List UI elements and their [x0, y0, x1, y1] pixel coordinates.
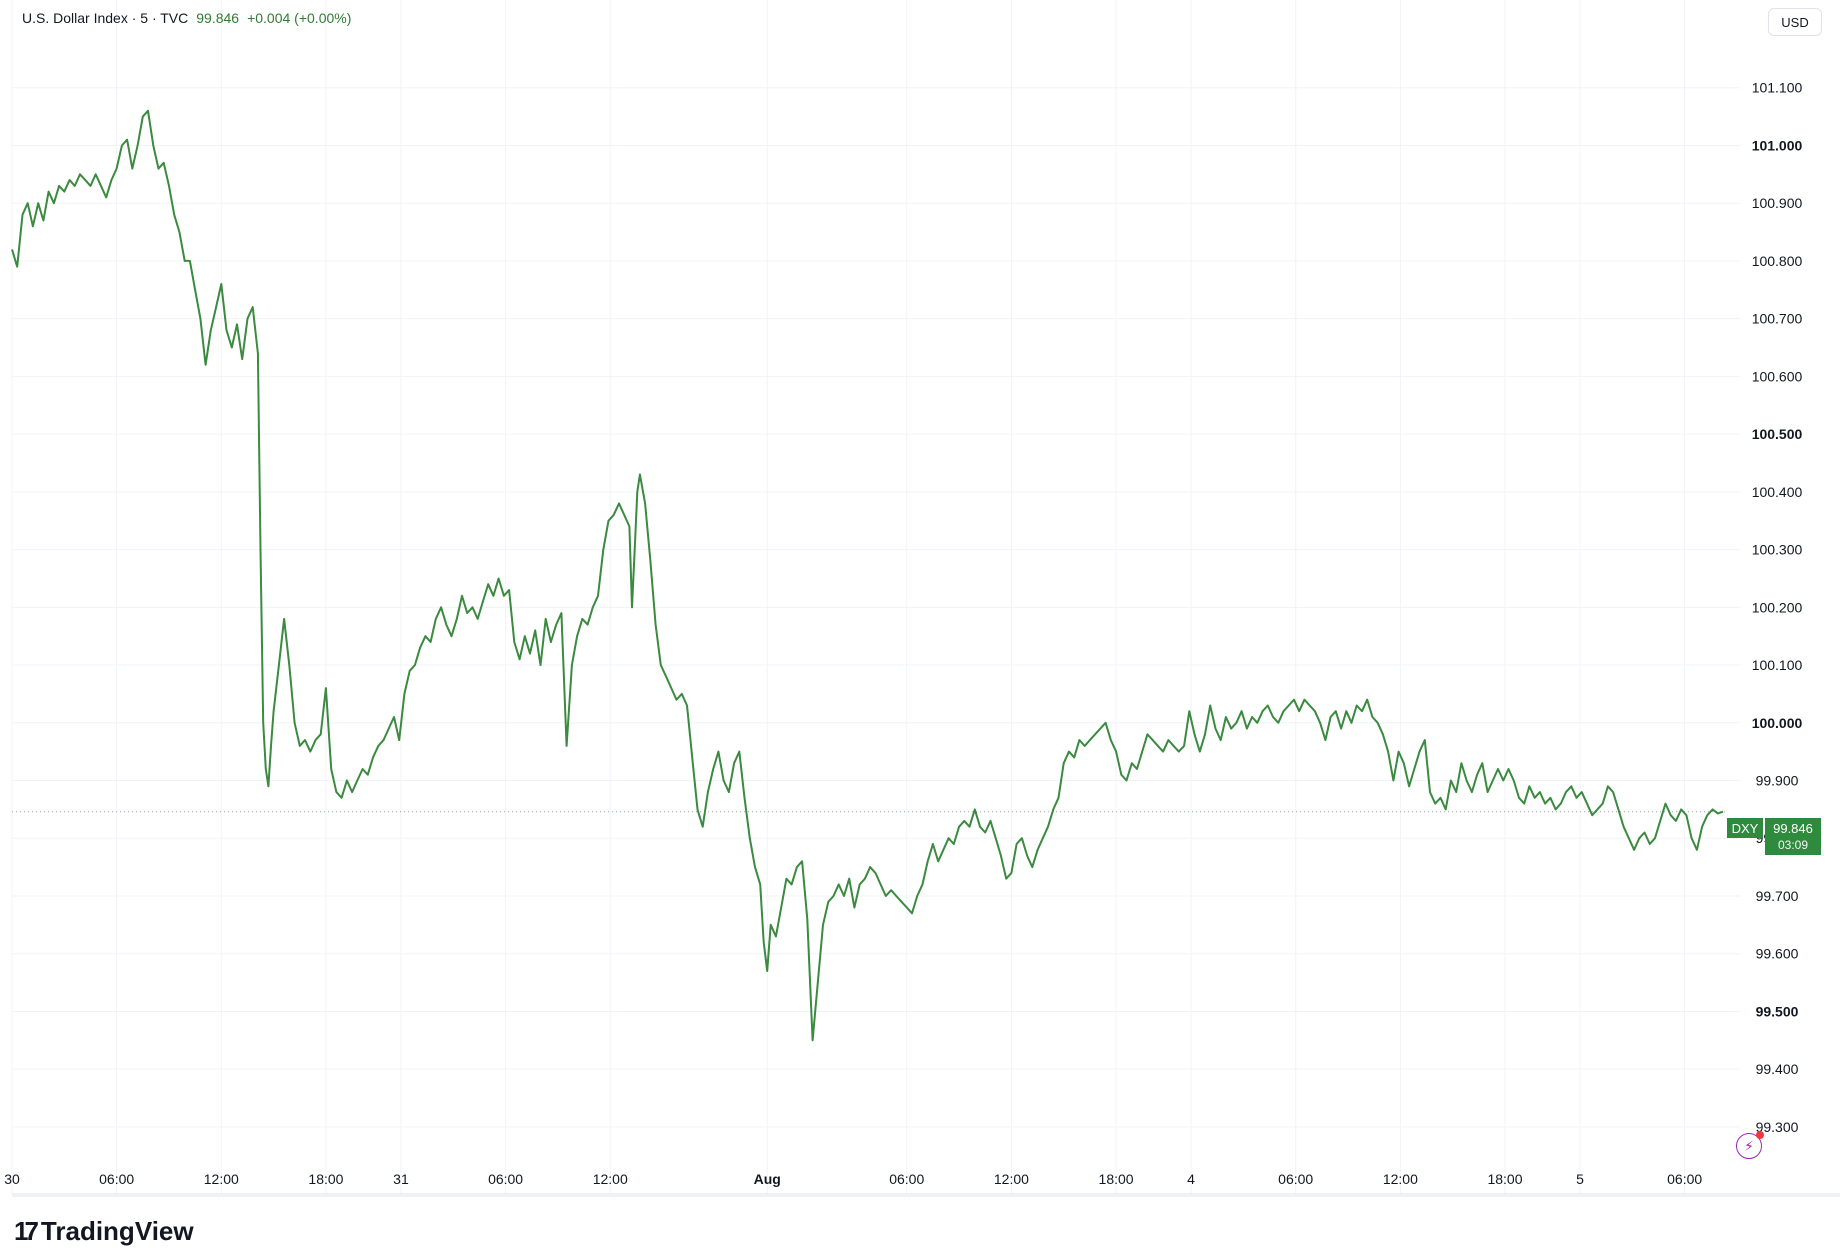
- y-tick-label: 101.000: [1752, 137, 1803, 153]
- x-tick-label: 12:00: [994, 1171, 1029, 1187]
- y-tick-label: 99.700: [1756, 888, 1799, 904]
- x-tick-label: 06:00: [889, 1171, 924, 1187]
- y-tick-label: 100.200: [1752, 599, 1803, 615]
- x-tick-label: 18:00: [308, 1171, 343, 1187]
- x-tick-label: 12:00: [204, 1171, 239, 1187]
- x-tick-label: 18:00: [1099, 1171, 1134, 1187]
- x-tick-label: 06:00: [99, 1171, 134, 1187]
- last-price-tag: DXY 99.846 03:09: [1727, 818, 1821, 855]
- lightning-icon[interactable]: ⚡: [1736, 1131, 1764, 1159]
- y-tick-label: 99.300: [1756, 1119, 1799, 1135]
- y-tick-label: 100.400: [1752, 484, 1803, 500]
- x-tick-label: Aug: [754, 1171, 781, 1187]
- x-tick-label: 06:00: [1278, 1171, 1313, 1187]
- y-tick-label: 100.100: [1752, 657, 1803, 673]
- tradingview-logo[interactable]: 17 TradingView: [14, 1216, 194, 1247]
- x-tick-label: 31: [393, 1171, 409, 1187]
- y-tick-label: 100.300: [1752, 542, 1803, 558]
- y-tick-label: 100.900: [1752, 195, 1803, 211]
- chart-grid: [11, 0, 1740, 1194]
- y-tick-label: 99.900: [1756, 773, 1799, 789]
- y-tick-label: 100.800: [1752, 253, 1803, 269]
- x-tick-label: 12:00: [593, 1171, 628, 1187]
- price-box: 99.846 03:09: [1765, 818, 1821, 855]
- x-tick-label: 5: [1576, 1171, 1584, 1187]
- x-tick-label: 12:00: [1383, 1171, 1418, 1187]
- tv-logo-mark: 17: [14, 1216, 39, 1246]
- price-tag-value: 99.846: [1773, 821, 1813, 836]
- tv-logo-text: TradingView: [40, 1216, 194, 1246]
- y-tick-label: 99.600: [1756, 946, 1799, 962]
- change-value: +0.004 (+0.00%): [247, 10, 352, 26]
- symbol-title: U.S. Dollar Index · 5 · TVC: [22, 10, 189, 26]
- y-tick-label: 99.400: [1756, 1061, 1799, 1077]
- y-tick-label: 101.100: [1752, 80, 1803, 96]
- x-tick-label: 06:00: [1667, 1171, 1702, 1187]
- price-series-line: [11, 109, 1724, 1042]
- currency-button[interactable]: USD: [1768, 8, 1822, 36]
- x-tick-label: 06:00: [488, 1171, 523, 1187]
- y-tick-label: 99.500: [1756, 1003, 1799, 1019]
- y-tick-label: 100.600: [1752, 368, 1803, 384]
- x-tick-label: 4: [1187, 1171, 1195, 1187]
- bar-countdown: 03:09: [1777, 838, 1809, 852]
- x-tick-label: 30: [4, 1171, 20, 1187]
- y-tick-label: 100.700: [1752, 311, 1803, 327]
- price-axis[interactable]: 99.30099.40099.50099.60099.70099.80099.9…: [1752, 80, 1803, 1135]
- y-tick-label: 100.500: [1752, 426, 1803, 442]
- symbol-tag: DXY: [1727, 818, 1763, 838]
- x-tick-label: 18:00: [1487, 1171, 1522, 1187]
- notification-dot: [1756, 1131, 1764, 1139]
- last-value: 99.846: [196, 10, 240, 26]
- time-axis[interactable]: 30 06:00 12:00 18:00 31 06:00 12:00 Aug 06:00 12:…: [4, 1171, 1702, 1187]
- symbol-legend: U.S. Dollar Index · 5 · TVC 99.846 +0.00…: [22, 10, 351, 26]
- y-tick-label: 100.000: [1752, 715, 1803, 731]
